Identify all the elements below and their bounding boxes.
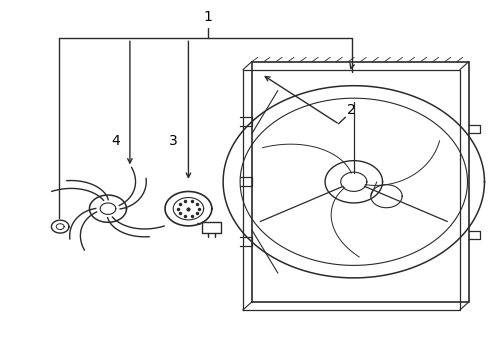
Text: 3: 3 xyxy=(169,134,178,148)
Text: 4: 4 xyxy=(111,134,120,148)
Text: 2: 2 xyxy=(346,103,355,117)
Text: 1: 1 xyxy=(203,10,212,24)
